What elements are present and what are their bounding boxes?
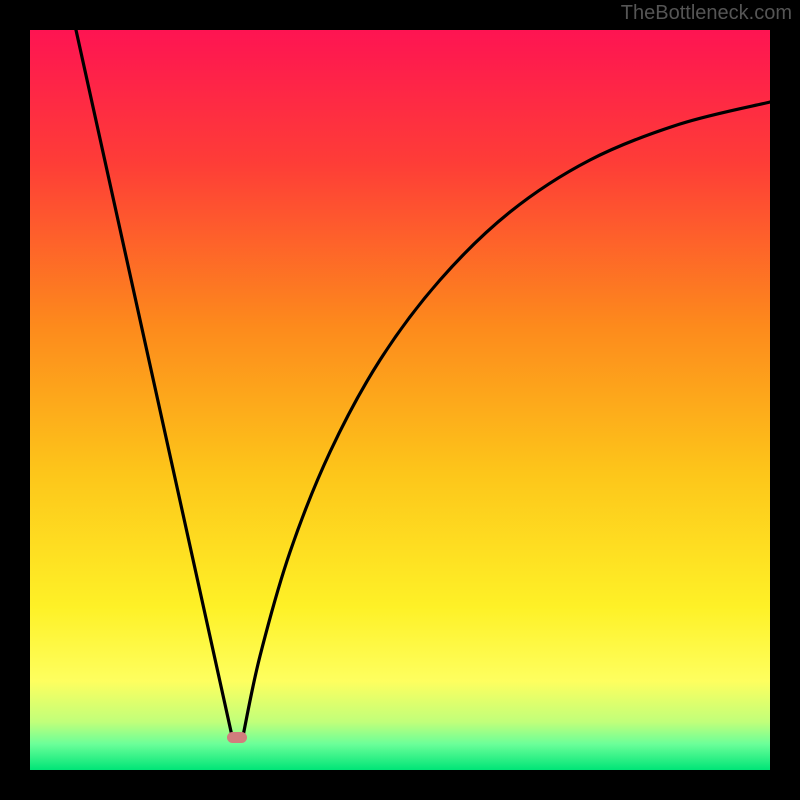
gradient-background — [30, 30, 770, 770]
watermark-text: TheBottleneck.com — [621, 2, 792, 25]
plot-frame — [30, 30, 770, 770]
chart-container: TheBottleneck.com — [0, 0, 800, 800]
optimum-marker — [227, 732, 247, 743]
